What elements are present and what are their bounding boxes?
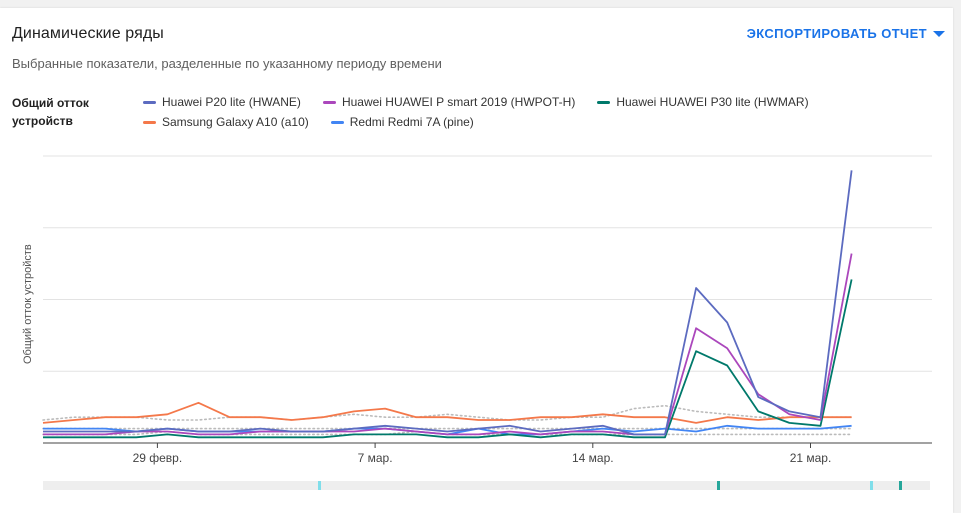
scrollbar-marker[interactable] — [869, 481, 873, 490]
legend-item[interactable]: Redmi Redmi 7A (pine) — [330, 115, 474, 129]
metric-label: Общий отток устройств — [12, 96, 89, 128]
legend-swatch — [143, 100, 156, 104]
series-line-1 — [43, 253, 853, 436]
series-line-2 — [43, 279, 853, 439]
caret-down-icon — [933, 30, 945, 37]
line-chart: 29 февр. 7 мар. 14 мар. 21 мар. — [42, 155, 932, 465]
chart-grid — [43, 155, 932, 444]
scrollbar-marker[interactable] — [717, 481, 721, 490]
legend-label: Redmi Redmi 7A (pine) — [349, 115, 474, 129]
legend-swatch — [143, 120, 156, 124]
dotted-series-line — [42, 404, 853, 421]
timeline-scrollbar[interactable] — [43, 481, 930, 490]
x-tick-label: 7 мар. — [358, 451, 393, 465]
chart-legend: Huawei P20 lite (HWANE) Huawei HUAWEI P s… — [143, 92, 809, 132]
series-line-0 — [43, 170, 853, 436]
legend-label: Huawei P20 lite (HWANE) — [162, 95, 301, 109]
x-axis-ticks: 29 февр. 7 мар. 14 мар. 21 мар. — [133, 443, 832, 465]
series-line-3 — [42, 401, 852, 424]
card-subtitle: Выбранные показатели, разделенные по ука… — [12, 56, 442, 71]
legend-item[interactable]: Samsung Galaxy A10 (a10) — [143, 115, 309, 129]
export-report-label: ЭКСПОРТИРОВАТЬ ОТЧЕТ — [746, 26, 927, 41]
legend-label: Huawei HUAWEI P30 lite (HWMAR) — [616, 95, 809, 109]
legend-item[interactable]: Huawei P20 lite (HWANE) — [143, 95, 301, 109]
card-title: Динамические ряды — [12, 25, 164, 42]
series-lines-group — [42, 170, 853, 439]
series-line-4 — [43, 424, 852, 436]
legend-row: Huawei P20 lite (HWANE) Huawei HUAWEI P s… — [143, 92, 809, 112]
legend-item[interactable]: Huawei HUAWEI P30 lite (HWMAR) — [597, 95, 809, 109]
x-tick-label: 21 мар. — [790, 451, 832, 465]
legend-row: Samsung Galaxy A10 (a10) Redmi Redmi 7A (… — [143, 112, 803, 132]
y-axis-title: Общий отток устройств — [22, 244, 34, 364]
dotted-series-group — [42, 404, 853, 436]
legend-swatch — [330, 120, 344, 124]
export-report-button[interactable]: ЭКСПОРТИРОВАТЬ ОТЧЕТ — [747, 26, 945, 41]
legend-item[interactable]: Huawei HUAWEI P smart 2019 (HWPOT-H) — [322, 95, 576, 109]
legend-swatch — [597, 100, 611, 104]
x-tick-label: 29 февр. — [133, 451, 183, 465]
legend-swatch — [322, 100, 336, 104]
x-tick-label: 14 мар. — [572, 451, 614, 465]
scrollbar-marker[interactable] — [898, 481, 902, 490]
legend-label: Huawei HUAWEI P smart 2019 (HWPOT-H) — [341, 95, 576, 109]
legend-label: Samsung Galaxy A10 (a10) — [162, 115, 309, 129]
scrollbar-marker[interactable] — [317, 481, 321, 490]
